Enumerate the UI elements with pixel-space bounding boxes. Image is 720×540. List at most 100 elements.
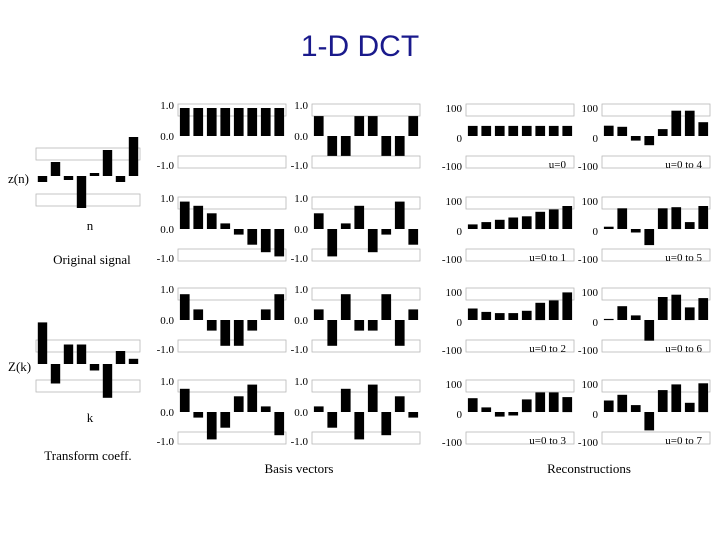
bar xyxy=(535,125,546,136)
bar xyxy=(274,229,285,257)
basis-vector-chart-upper-frame xyxy=(311,196,421,210)
basis-vector-chart xyxy=(177,287,287,353)
bar xyxy=(535,392,546,412)
bar xyxy=(89,364,100,371)
bar xyxy=(340,136,351,156)
bar xyxy=(37,176,48,182)
bar xyxy=(63,344,74,364)
recon-tick-mid: 0 xyxy=(457,317,463,329)
bar xyxy=(260,229,271,253)
bar xyxy=(684,402,695,412)
reconstruction-chart xyxy=(465,287,575,353)
bar xyxy=(274,412,285,436)
bar xyxy=(508,313,519,320)
reconstructions-caption: Reconstructions xyxy=(547,461,631,476)
bar xyxy=(76,176,87,208)
bar xyxy=(494,412,505,417)
bar xyxy=(220,412,231,428)
reconstruction-label: u=0 to 4 xyxy=(665,159,702,171)
basis-vector-chart-upper-frame xyxy=(311,103,421,117)
basis-tick-bottom: -1.0 xyxy=(291,160,309,172)
bar xyxy=(340,388,351,412)
basis-vector-chart-upper-frame xyxy=(177,379,287,393)
basis-vector-chart xyxy=(311,103,421,169)
basis-tick-top: 1.0 xyxy=(160,284,174,296)
bar xyxy=(233,229,244,235)
basis-vector-chart xyxy=(311,379,421,445)
basis-tick-mid: 0.0 xyxy=(294,224,308,236)
basis-tick-bottom: -1.0 xyxy=(291,253,309,265)
recon-tick-bottom: -100 xyxy=(442,254,463,266)
reconstruction-chart xyxy=(601,287,711,353)
reconstruction-chart-lower-frame xyxy=(465,339,575,353)
bar xyxy=(220,108,231,136)
bar xyxy=(179,201,190,229)
bar xyxy=(354,205,365,229)
bar xyxy=(354,320,365,331)
basis-vector-chart-lower-frame xyxy=(177,339,287,353)
bar xyxy=(603,226,614,229)
bar xyxy=(684,307,695,321)
coeff-ylabel: Z(k) xyxy=(8,359,31,374)
reconstruction-chart-upper-frame xyxy=(465,379,575,393)
recon-tick-mid: 0 xyxy=(457,226,463,238)
bar xyxy=(671,294,682,320)
bar xyxy=(340,223,351,229)
bar xyxy=(562,292,573,320)
bar xyxy=(327,229,338,257)
bar xyxy=(508,412,519,416)
bar xyxy=(274,294,285,320)
basis-vector-chart xyxy=(177,103,287,169)
bar xyxy=(220,223,231,229)
reconstruction-chart-lower-frame xyxy=(465,155,575,169)
bar xyxy=(630,136,641,141)
coeff-xlabel: k xyxy=(87,410,94,425)
basis-vector-chart-lower-frame xyxy=(177,431,287,445)
basis-tick-bottom: -1.0 xyxy=(291,344,309,356)
basis-tick-mid: 0.0 xyxy=(160,315,174,327)
bar xyxy=(394,396,405,412)
signal-xlabel: n xyxy=(87,218,94,233)
bar xyxy=(193,412,204,418)
basis-tick-mid: 0.0 xyxy=(160,131,174,143)
basis-tick-top: 1.0 xyxy=(160,376,174,388)
bar xyxy=(562,397,573,413)
bar xyxy=(394,136,405,156)
bar xyxy=(274,108,285,136)
bar xyxy=(617,394,628,413)
bar xyxy=(603,125,614,136)
recon-tick-bottom: -100 xyxy=(442,437,463,449)
bar xyxy=(644,229,655,246)
bar xyxy=(671,384,682,412)
bar xyxy=(179,294,190,320)
bar xyxy=(354,116,365,136)
basis-vector-chart-lower-frame xyxy=(311,339,421,353)
reconstruction-chart-lower-frame xyxy=(601,248,711,262)
bar xyxy=(698,298,709,320)
bar xyxy=(657,297,668,320)
bar xyxy=(617,126,628,136)
basis-tick-bottom: -1.0 xyxy=(157,344,175,356)
bar xyxy=(562,125,573,136)
recon-tick-top: 100 xyxy=(446,287,463,299)
basis-tick-mid: 0.0 xyxy=(160,224,174,236)
bar xyxy=(603,318,614,321)
recon-tick-mid: 0 xyxy=(593,226,599,238)
basis-vector-chart-lower-frame xyxy=(177,248,287,262)
bar xyxy=(494,125,505,136)
reconstruction-chart xyxy=(601,379,711,445)
basis-vector-chart-lower-frame xyxy=(311,155,421,169)
bar xyxy=(481,125,492,136)
bar xyxy=(684,110,695,136)
original-signal-chart-lower-frame xyxy=(35,193,141,207)
basis-tick-mid: 0.0 xyxy=(294,315,308,327)
reconstruction-label: u=0 to 1 xyxy=(529,252,566,264)
basis-tick-mid: 0.0 xyxy=(160,407,174,419)
bar xyxy=(657,390,668,412)
basis-tick-mid: 0.0 xyxy=(294,407,308,419)
bar xyxy=(467,125,478,136)
bar xyxy=(394,320,405,346)
basis-vector-chart xyxy=(311,196,421,262)
bar xyxy=(408,229,419,245)
